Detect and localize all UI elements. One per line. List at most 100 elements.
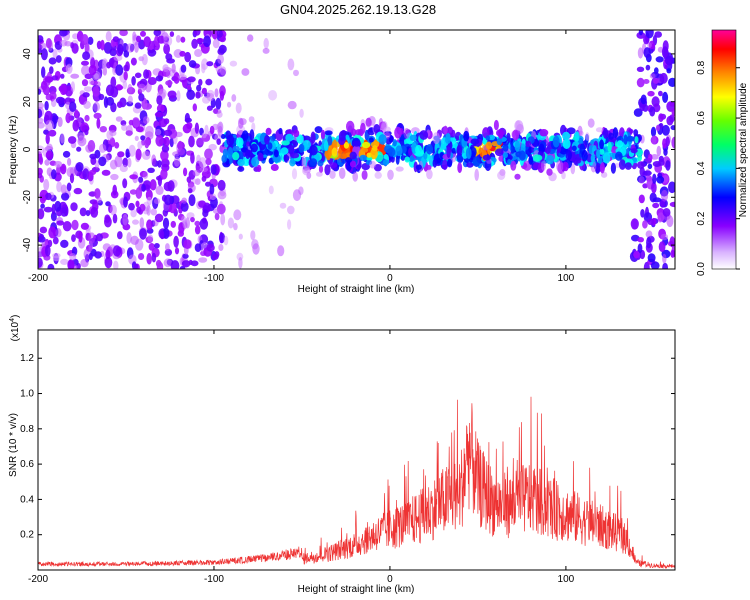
heatmap-cell bbox=[44, 76, 54, 83]
heatmap-cell bbox=[409, 134, 417, 141]
heatmap-cell bbox=[585, 132, 590, 141]
heatmap-cell bbox=[62, 221, 72, 232]
heatmap-cell bbox=[87, 36, 94, 46]
y-tick-label: 0.6 bbox=[20, 459, 34, 470]
heatmap-cell bbox=[38, 102, 44, 109]
heatmap-cell bbox=[626, 135, 635, 142]
heatmap-cell bbox=[82, 92, 90, 98]
heatmap-cell bbox=[510, 160, 517, 171]
heatmap-cell bbox=[54, 200, 62, 212]
heatmap-cell bbox=[645, 64, 651, 71]
heatmap-cell bbox=[227, 101, 232, 108]
heatmap-cell bbox=[658, 122, 664, 130]
heatmap-cell bbox=[666, 215, 674, 228]
heatmap-cell bbox=[105, 249, 111, 260]
heatmap-cell bbox=[146, 219, 153, 231]
heatmap-cell bbox=[302, 139, 311, 151]
heatmap-cell bbox=[263, 37, 269, 49]
heatmap-cell bbox=[194, 49, 203, 57]
heatmap-cell bbox=[45, 133, 50, 145]
heatmap-cell bbox=[43, 206, 53, 213]
heatmap-cell bbox=[637, 237, 644, 243]
heatmap-cell bbox=[82, 168, 90, 181]
heatmap-cell bbox=[38, 88, 42, 95]
heatmap-cell bbox=[651, 135, 657, 145]
heatmap-cell bbox=[92, 101, 100, 112]
heatmap-cell bbox=[205, 158, 212, 166]
heatmap-cell bbox=[229, 60, 238, 67]
x-tick-label: 100 bbox=[558, 273, 575, 284]
heatmap-cell bbox=[113, 260, 119, 269]
heatmap-cell bbox=[98, 156, 107, 167]
heatmap-cell bbox=[98, 93, 105, 101]
heatmap-cell bbox=[395, 154, 400, 165]
heatmap-cell bbox=[65, 112, 71, 124]
heatmap-cell bbox=[654, 31, 662, 38]
heatmap-cell bbox=[162, 227, 170, 239]
heatmap-cell bbox=[496, 137, 503, 146]
heatmap-cell bbox=[151, 154, 157, 166]
heatmap-cell bbox=[44, 159, 50, 166]
heatmap-cell bbox=[217, 190, 227, 200]
heatmap-cell bbox=[38, 233, 45, 241]
heatmap-cell bbox=[218, 244, 224, 251]
heatmap-cell bbox=[38, 167, 43, 175]
heatmap-cell bbox=[173, 72, 180, 84]
heatmap-cell bbox=[60, 258, 69, 265]
heatmap-cell bbox=[392, 139, 397, 147]
heatmap-cell bbox=[636, 66, 645, 73]
heatmap-cell bbox=[51, 203, 56, 215]
heatmap-cell bbox=[457, 162, 463, 174]
heatmap-cell bbox=[142, 171, 149, 179]
heatmap-cell bbox=[40, 203, 45, 209]
heatmap-cell bbox=[289, 158, 296, 167]
heatmap-cell bbox=[106, 61, 111, 69]
heatmap-cell bbox=[643, 79, 650, 84]
heatmap-cell bbox=[643, 47, 651, 59]
heatmap-cell bbox=[138, 39, 146, 50]
heatmap-cell bbox=[378, 134, 387, 145]
heatmap-cell bbox=[147, 48, 157, 57]
heatmap-cell bbox=[165, 243, 170, 252]
y-tick-label: 0.8 bbox=[20, 424, 34, 435]
heatmap-cell bbox=[264, 134, 270, 145]
snr-series-line bbox=[38, 396, 675, 570]
heatmap-cell bbox=[669, 101, 675, 107]
heatmap-cell bbox=[51, 169, 57, 180]
heatmap-cell bbox=[50, 211, 57, 222]
heatmap-cell bbox=[359, 154, 367, 161]
heatmap-cell bbox=[215, 97, 222, 110]
heatmap-cell bbox=[528, 155, 534, 165]
heatmap-cell bbox=[498, 155, 505, 162]
heatmap-cell bbox=[94, 251, 102, 259]
heatmap-cell bbox=[76, 146, 82, 152]
heatmap-cell bbox=[109, 130, 117, 137]
heatmap-cell bbox=[636, 161, 645, 169]
heatmap-cell bbox=[132, 31, 137, 41]
heatmap-cell bbox=[273, 149, 279, 158]
heatmap-cell bbox=[117, 43, 124, 55]
heatmap-cell bbox=[192, 103, 197, 112]
heatmap-cell bbox=[647, 153, 653, 162]
heatmap-cell bbox=[123, 50, 130, 58]
heatmap-cell bbox=[280, 147, 289, 155]
heatmap-cell bbox=[209, 125, 215, 135]
scale-suffix: ) bbox=[10, 315, 21, 318]
heatmap-cell bbox=[136, 206, 142, 214]
heatmap-cell bbox=[250, 143, 258, 153]
heatmap-cell bbox=[100, 39, 105, 51]
heatmap-cell bbox=[662, 91, 669, 103]
heatmap-cell bbox=[361, 170, 368, 180]
heatmap-cell bbox=[75, 162, 84, 172]
heatmap-cell bbox=[72, 119, 80, 132]
heatmap-cell bbox=[42, 85, 50, 96]
heatmap-cell bbox=[219, 66, 227, 76]
heatmap-cell bbox=[170, 260, 180, 269]
heatmap-cell bbox=[175, 35, 181, 43]
heatmap-cell bbox=[388, 147, 396, 157]
heatmap-cell bbox=[205, 78, 213, 86]
heatmap-cell bbox=[287, 58, 295, 71]
heatmap-cell bbox=[134, 102, 142, 109]
heatmap-cell bbox=[114, 142, 120, 149]
